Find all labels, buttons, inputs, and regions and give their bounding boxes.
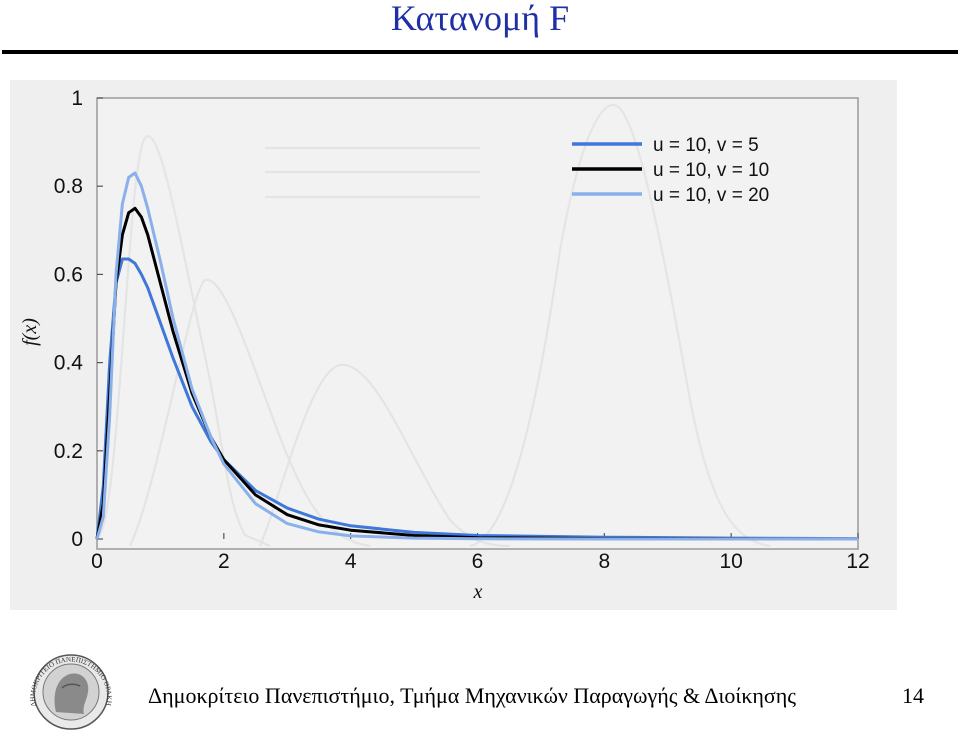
x-axis-label: x — [473, 581, 483, 603]
portrait-head-icon — [54, 673, 89, 714]
chart-legend: u = 10, v = 5 u = 10, v = 10 u = 10, v = 2… — [572, 135, 769, 206]
x-tick-label: 12 — [846, 550, 869, 573]
ghost-curve-4 — [469, 103, 771, 548]
y-tick-label: 0.8 — [54, 175, 83, 198]
series-line-3 — [95, 171, 858, 541]
page-number: 14 — [902, 683, 924, 708]
y-tick-label: 1 — [71, 87, 83, 110]
y-tick-label: 0.6 — [54, 263, 83, 286]
plot-frame — [96, 97, 859, 550]
title-divider — [2, 50, 958, 54]
y-tick-label: 0 — [71, 528, 83, 551]
university-seal-logo: ΔΗΜΟΚΡΙΤΕΙΟ ΠΑΝΕΠΙΣΤΗΜΙΟ ΘΡΑΚΗΣ — [22, 648, 113, 730]
x-tick-label: 0 — [91, 550, 103, 573]
x-tick-label: 2 — [218, 550, 230, 573]
x-tick-label: 8 — [598, 550, 610, 573]
series-line-1 — [95, 257, 859, 541]
legend-label-1: u = 10, v = 5 — [653, 135, 759, 156]
series-layer — [95, 171, 859, 541]
x-tick-label: 4 — [345, 550, 357, 573]
y-tick-label: 0.2 — [54, 440, 83, 463]
y-tick-label: 0.4 — [54, 352, 84, 375]
x-tick-label: 10 — [719, 550, 742, 573]
slide-title: Κατανομή F — [390, 0, 570, 38]
legend-label-3: u = 10, v = 20 — [653, 185, 769, 206]
ghost-curve-2 — [128, 278, 371, 548]
x-tick-label: 6 — [472, 550, 484, 573]
y-axis-ticks: 0 0.2 0.4 0.6 0.8 1 — [54, 87, 103, 551]
f-distribution-chart: 0 0.2 0.4 0.6 0.8 1 0 2 4 6 8 10 12 f(x) x u = 10, … — [10, 80, 897, 610]
legend-label-2: u = 10, v = 10 — [653, 160, 769, 181]
y-axis-label: f(x) — [19, 318, 41, 346]
series-line-2 — [95, 206, 859, 541]
footer-institution: Δημοκρίτειο Πανεπιστήμιο, Τμήμα Μηχανικώ… — [148, 683, 796, 708]
chart-canvas: 0 0.2 0.4 0.6 0.8 1 0 2 4 6 8 10 12 f(x) x u = 10, … — [19, 87, 870, 603]
